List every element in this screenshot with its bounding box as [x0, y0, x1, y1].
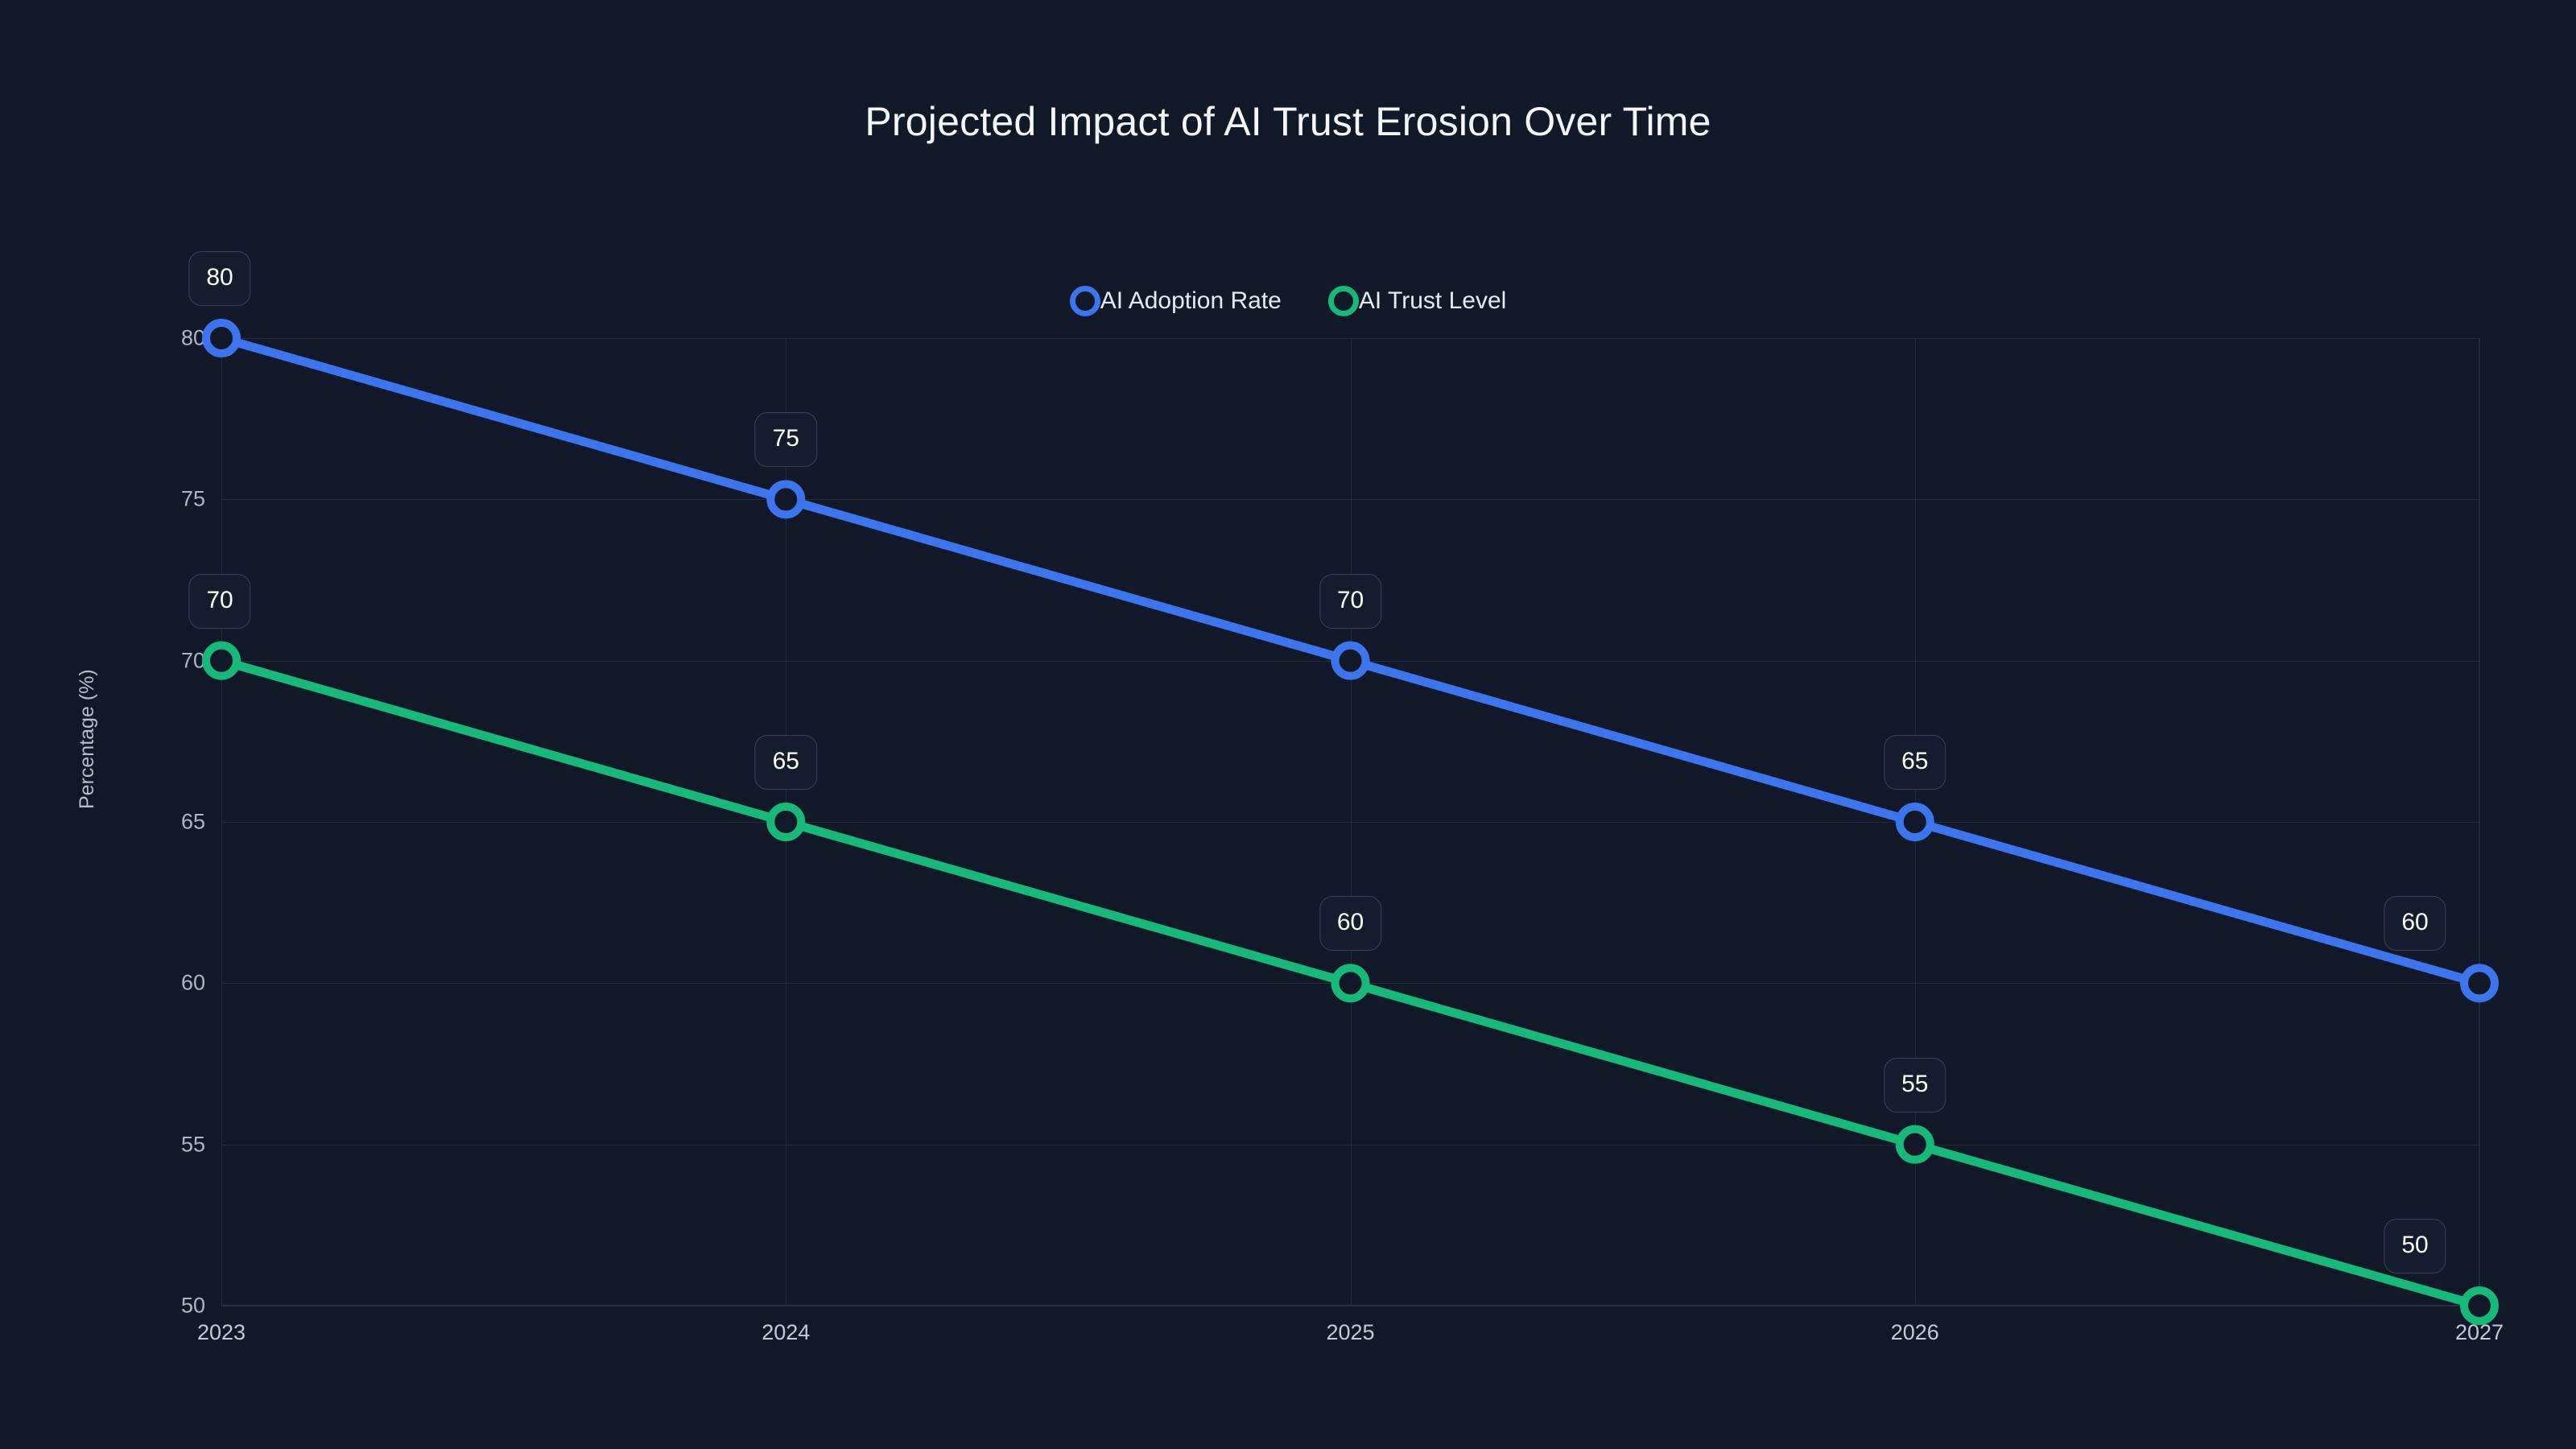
x-axis-tick-label: 2024 — [762, 1320, 811, 1344]
data-point-value-label: 75 — [754, 412, 817, 468]
grid-line-vertical — [1914, 338, 1916, 1306]
y-axis-tick-label: 55 — [180, 1132, 205, 1157]
y-axis-tick-label: 75 — [180, 486, 205, 511]
circle-ring-icon — [1069, 286, 1100, 316]
x-axis-tick-label: 2026 — [1890, 1320, 1939, 1344]
legend-item-label: AI Adoption Rate — [1100, 287, 1282, 314]
y-axis-tick-label: 50 — [180, 1293, 205, 1318]
grid-line-vertical — [2479, 338, 2480, 1306]
y-axis-tick-label: 65 — [180, 809, 205, 834]
legend-item-ai-adoption-rate[interactable]: AI Adoption Rate — [1069, 286, 1282, 316]
x-axis-tick-label: 2023 — [196, 1320, 246, 1344]
y-axis-title: Percentage (%) — [76, 669, 98, 809]
grid-line-horizontal — [221, 1306, 2479, 1307]
data-point-value-label: 60 — [1319, 896, 1382, 952]
x-axis-tick-label: 2027 — [2454, 1320, 2504, 1344]
plot-area — [221, 338, 2480, 1307]
circle-ring-icon — [1327, 286, 1359, 316]
grid-line-vertical — [221, 338, 222, 1306]
chart-legend: AI Adoption Rate AI Trust Level — [0, 286, 2576, 316]
legend-item-ai-trust-level[interactable]: AI Trust Level — [1327, 286, 1507, 316]
data-point-value-label: 50 — [2384, 1219, 2446, 1274]
data-point-value-label: 70 — [1319, 573, 1382, 629]
data-point-value-label: 60 — [2384, 896, 2446, 952]
data-point-value-label: 80 — [188, 251, 251, 306]
y-axis-tick-label: 60 — [180, 970, 205, 995]
data-point-value-label: 55 — [1884, 1057, 1946, 1113]
legend-item-label: AI Trust Level — [1358, 287, 1507, 314]
x-axis-tick-label: 2025 — [1326, 1320, 1375, 1344]
chart-title: Projected Impact of AI Trust Erosion Ove… — [865, 99, 1711, 144]
y-axis-tick-label: 70 — [180, 648, 205, 673]
grid-line-vertical — [1350, 338, 1352, 1306]
data-point-value-label: 65 — [754, 735, 817, 790]
y-axis-tick-label: 80 — [180, 325, 205, 350]
data-point-value-label: 70 — [188, 573, 251, 629]
data-point-value-label: 65 — [1884, 735, 1946, 790]
